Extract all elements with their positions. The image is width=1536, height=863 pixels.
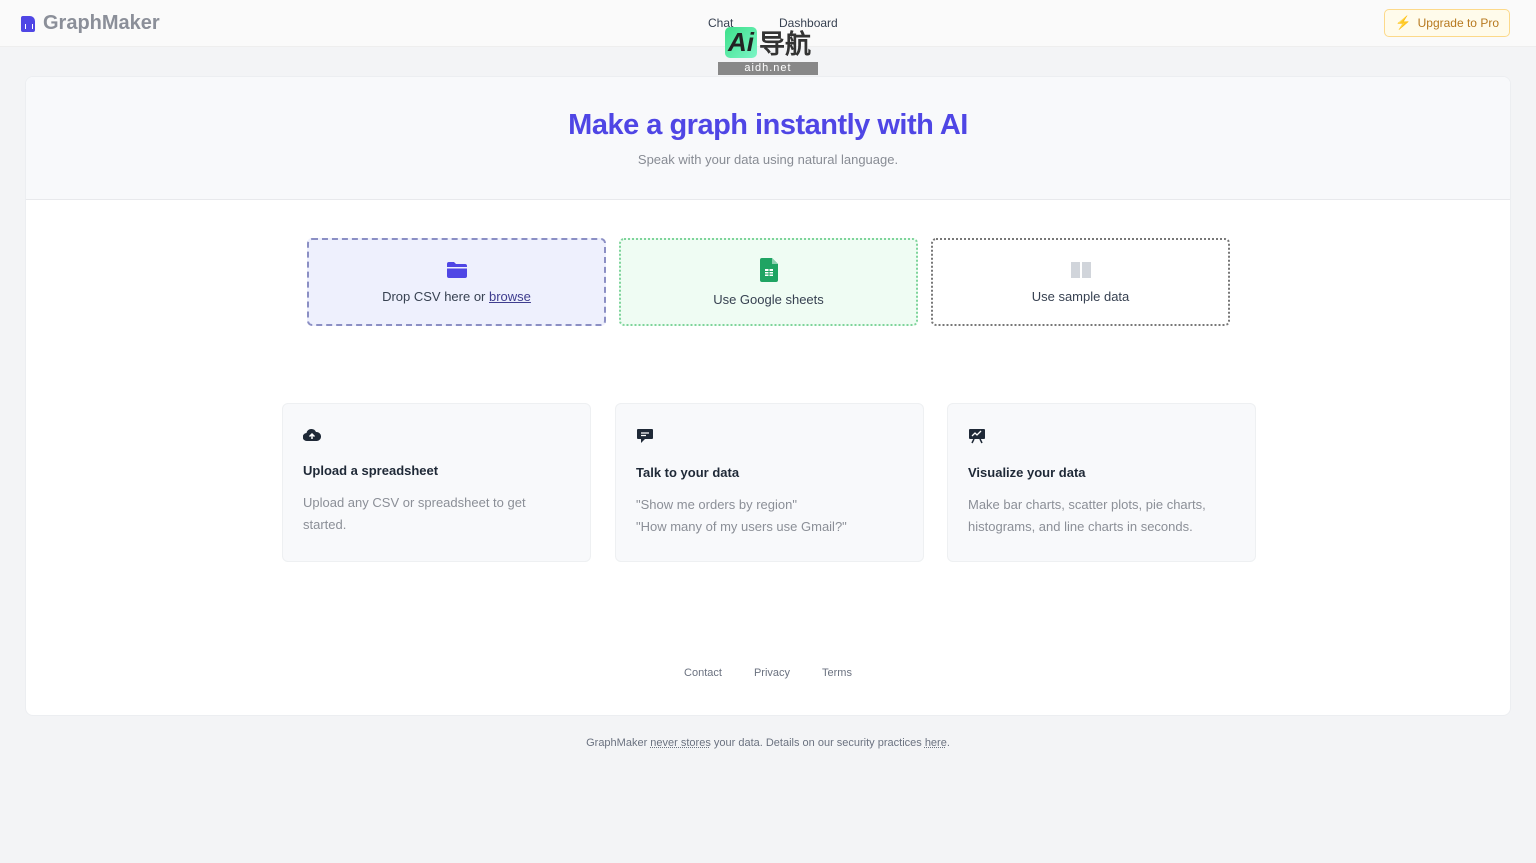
page-subtitle: Speak with your data using natural langu…	[637, 152, 899, 167]
nav-chat[interactable]: Chat	[708, 16, 734, 30]
cloud-upload-icon	[302, 428, 322, 442]
page-title: Make a graph instantly with AI	[568, 109, 968, 141]
brand-name: GraphMaker	[43, 12, 160, 34]
book-open-icon	[1070, 261, 1091, 278]
contact-link[interactable]: Contact	[684, 667, 722, 679]
upgrade-button[interactable]: ⚡ Upgrade to Pro	[1384, 9, 1510, 37]
privacy-link[interactable]: Privacy	[753, 667, 791, 679]
terms-link[interactable]: Terms	[822, 667, 852, 679]
sample-data-option[interactable]: Use sample data	[931, 238, 1230, 326]
chart-file-icon	[21, 15, 35, 32]
chat-bubble-icon	[637, 429, 653, 443]
lightning-icon: ⚡	[1395, 15, 1412, 30]
brand-logo[interactable]: GraphMaker	[21, 12, 160, 35]
top-nav: GraphMaker Chat Dashboard Ai 导航 aidh.net …	[0, 0, 1536, 75]
browse-link[interactable]: browse	[489, 288, 531, 304]
google-sheets-icon	[759, 257, 778, 282]
folder-icon	[446, 261, 467, 278]
feature-card-upload: Upload a spreadsheet Upload any CSV or s…	[282, 403, 591, 562]
feature-card-visualize: Visualize your data Make bar charts, sca…	[947, 403, 1256, 562]
watermark-logo: Ai 导航 aidh.net	[718, 24, 818, 75]
google-sheets-option[interactable]: Use Google sheets	[619, 238, 918, 326]
main-card: Make a graph instantly with AI Speak wit…	[25, 76, 1511, 716]
feature-card-talk: Talk to your data "Show me orders by reg…	[615, 403, 924, 562]
footer-links: Contact Privacy Terms	[26, 667, 1510, 679]
presentation-chart-icon	[969, 429, 985, 444]
security-note: GraphMaker never stores your data. Detai…	[586, 737, 950, 749]
security-here-link[interactable]: here	[924, 737, 947, 749]
nav-dashboard[interactable]: Dashboard	[779, 16, 838, 30]
csv-dropzone[interactable]: Drop CSV here or browse	[307, 238, 606, 326]
hero: Make a graph instantly with AI Speak wit…	[26, 77, 1510, 200]
never-stores-link[interactable]: never stores	[650, 737, 711, 749]
